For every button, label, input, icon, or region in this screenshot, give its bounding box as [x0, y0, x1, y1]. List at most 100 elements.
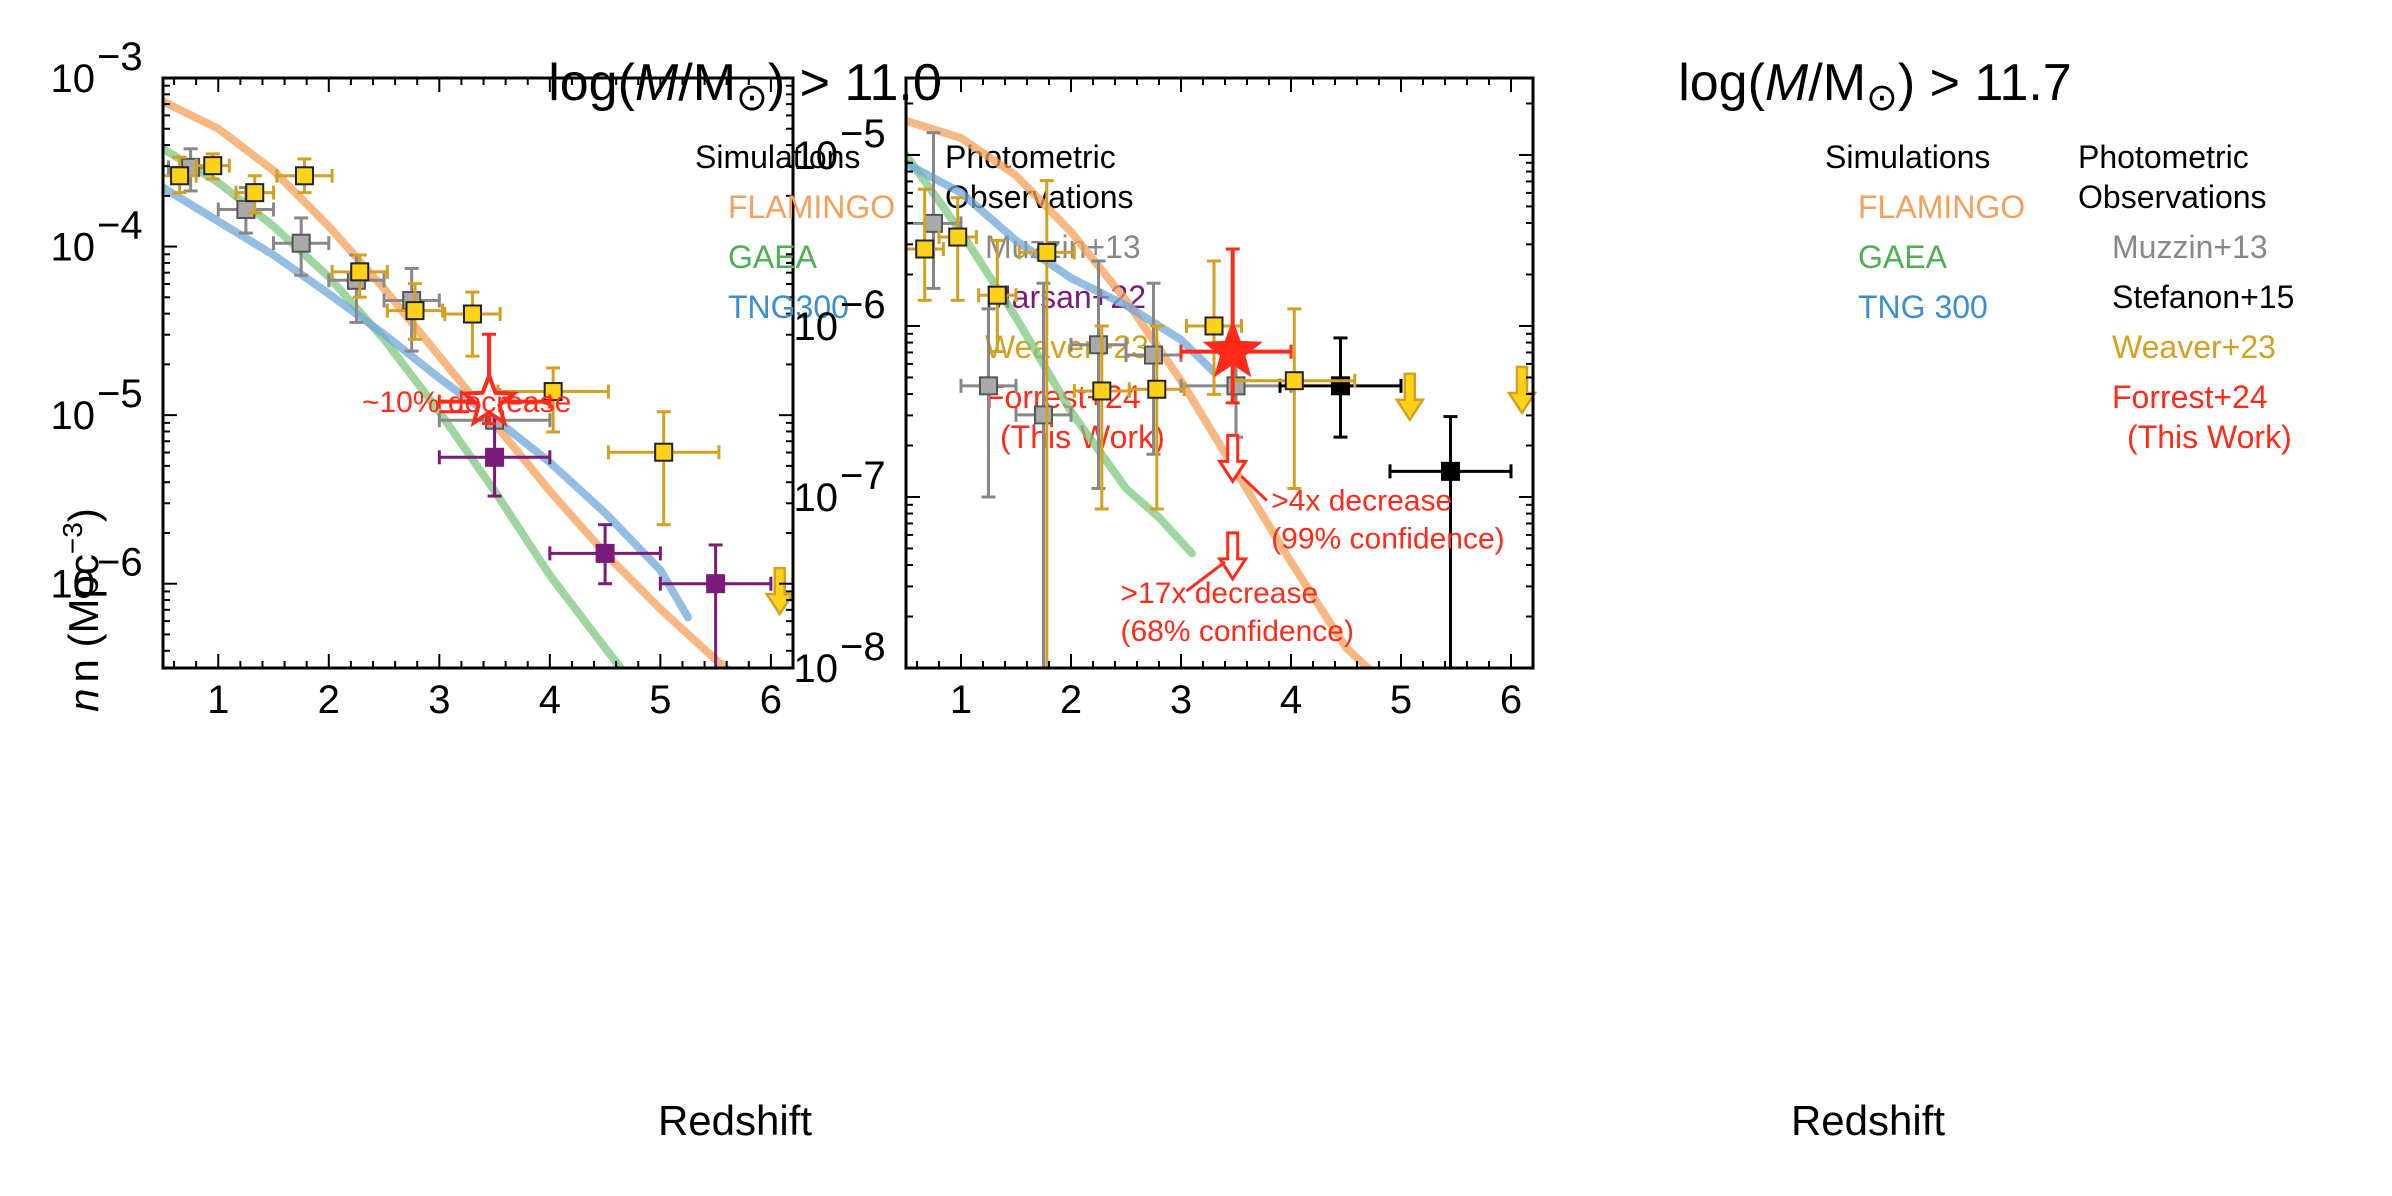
- marker-weaver23-5: [405, 301, 425, 321]
- x-tick-label-5: 5: [1390, 678, 1412, 722]
- x-tick-label-6: 6: [1500, 678, 1522, 722]
- marker-weaver23-6: [462, 304, 482, 324]
- annotation-text-0: ~10% decrease: [362, 386, 571, 419]
- marker-weaver23-4: [1092, 381, 1112, 401]
- marker-marsan22-0: [485, 447, 505, 467]
- y-tick-exp--3: −3: [97, 35, 143, 79]
- y-tick-label--4: 10: [51, 226, 96, 270]
- legend-muzzin-right: Muzzin+13: [2112, 229, 2268, 265]
- x-tick-label-6: 6: [760, 678, 782, 722]
- plot-area-right: >4x decrease (99% confidence) >17x decreas…: [794, 76, 1538, 722]
- marker-weaver23-1: [948, 227, 968, 247]
- x-tick-label-4: 4: [539, 678, 561, 722]
- legend-right: Simulations Photometric Observations FLA…: [1825, 139, 2294, 455]
- marker-forrest24-0: [458, 370, 520, 428]
- marker-stefanon15-1: [1441, 461, 1460, 481]
- legend-weaver-right: Weaver+23: [2112, 329, 2276, 365]
- marker-weaver23-5: [1147, 379, 1167, 399]
- marker-muzzin13-1: [979, 376, 998, 396]
- marker-muzzin13-2: [291, 233, 311, 253]
- marker-weaver23-3: [1037, 242, 1057, 262]
- annotation-text-1: >17x decrease: [1121, 577, 1319, 610]
- x-axis-label-left: Redshift: [658, 1097, 812, 1144]
- marker-muzzin13-4: [1144, 345, 1163, 365]
- marker-weaver23-3: [294, 166, 314, 186]
- x-tick-label-1: 1: [207, 678, 229, 722]
- marker-muzzin13-2: [1034, 405, 1053, 425]
- upper-limit-arrow-1: [1506, 365, 1538, 416]
- y-axis-label-text: n (Mpc: [60, 554, 107, 682]
- x-tick-label-4: 4: [1280, 678, 1302, 722]
- axes-frame: [904, 76, 1535, 670]
- y-tick-exp--5: −5: [840, 112, 886, 156]
- legend-sim-heading-right: Simulations: [1825, 139, 1990, 175]
- upper-limit-arrow-0: [764, 566, 796, 617]
- legend-tng300: TNG300: [728, 289, 849, 325]
- legend-flamingo: FLAMINGO: [728, 189, 895, 225]
- marker-muzzin13-0: [924, 213, 943, 233]
- marker-weaver23-8: [654, 442, 674, 462]
- marker-muzzin13-3: [1089, 335, 1108, 355]
- y-axis-label-exp: −3: [57, 522, 88, 554]
- marker-forrest24-0: [1202, 319, 1263, 378]
- y-tick-label--5: 10: [794, 134, 839, 178]
- y-tick-label--8: 10: [794, 647, 839, 691]
- legend-forrest-right: Forrest+24: [2112, 379, 2268, 415]
- x-tick-label-3: 3: [1170, 678, 1192, 722]
- upper-limit-arrow-2: [1216, 433, 1249, 485]
- plot-inner: [163, 97, 773, 668]
- panel-title-right: log(M/M⊙) > 11.7: [1678, 54, 2072, 119]
- y-tick-label--5: 10: [51, 394, 96, 438]
- x-axis-label-right: Redshift: [1791, 1097, 1945, 1144]
- panel-right: log(M/M⊙) > 11.7 >4x decrease (99% confid…: [794, 54, 2295, 1144]
- y-tick-exp--8: −8: [840, 625, 886, 669]
- y-tick-exp--4: −4: [97, 204, 143, 248]
- marker-marsan22-1: [595, 543, 615, 563]
- marker-weaver23-0: [915, 239, 935, 259]
- legend-forrest-line2-right: (This Work): [2127, 419, 2292, 455]
- marker-weaver23-2: [987, 285, 1007, 305]
- x-tick-label-2: 2: [1060, 678, 1082, 722]
- y-tick-exp--7: −7: [840, 454, 886, 498]
- sim-line-tng300: [906, 159, 1218, 377]
- annotation-leader-1: [1240, 475, 1268, 502]
- marker-weaver23-7: [1284, 371, 1304, 391]
- plot-inner: [906, 116, 1513, 668]
- legend-gaea: GAEA: [728, 239, 818, 275]
- marker-muzzin13-1: [236, 199, 256, 219]
- y-axis-label-close: ): [60, 508, 107, 522]
- legend-obs-heading-1-right: Photometric: [2078, 139, 2249, 175]
- upper-limit-arrow-3: [1216, 531, 1249, 582]
- annotation-text-0: >4x decrease: [1271, 485, 1452, 518]
- x-tick-label-5: 5: [649, 678, 671, 722]
- y-tick-label--6: 10: [51, 563, 96, 607]
- marker-marsan22-2: [706, 574, 726, 594]
- sim-line-tng300: [163, 183, 692, 622]
- annotation-text2-1: (68% confidence): [1121, 615, 1354, 648]
- legend-gaea-right: GAEA: [1858, 239, 1948, 275]
- x-tick-label-3: 3: [428, 678, 450, 722]
- y-tick-label--7: 10: [794, 476, 839, 520]
- legend-obs-heading-2-right: Observations: [2078, 179, 2267, 215]
- legend-sim-heading: Simulations: [695, 139, 860, 175]
- y-tick-exp--6: −6: [840, 283, 886, 327]
- y-tick-exp--5: −5: [97, 372, 143, 416]
- legend-stefanon: Stefanon+15: [2112, 279, 2294, 315]
- x-tick-label-2: 2: [318, 678, 340, 722]
- legend-tng300-right: TNG 300: [1858, 289, 1988, 325]
- panel-title-left: log(M/M⊙) > 11.0: [548, 54, 942, 119]
- y-axis-label: nn (Mpc−3): [57, 508, 107, 712]
- marker-weaver23-4: [350, 262, 370, 282]
- y-tick-label--3: 10: [51, 57, 96, 101]
- y-tick-exp--6: −6: [97, 541, 143, 585]
- y-tick-label--6: 10: [794, 305, 839, 349]
- marker-weaver23-0: [170, 166, 190, 186]
- legend-weaver: Weaver+23: [985, 329, 1149, 365]
- marker-weaver23-2: [245, 183, 265, 203]
- marker-weaver23-1: [203, 156, 223, 176]
- x-tick-label-1: 1: [950, 678, 972, 722]
- upper-limit-arrow-0: [1394, 372, 1426, 423]
